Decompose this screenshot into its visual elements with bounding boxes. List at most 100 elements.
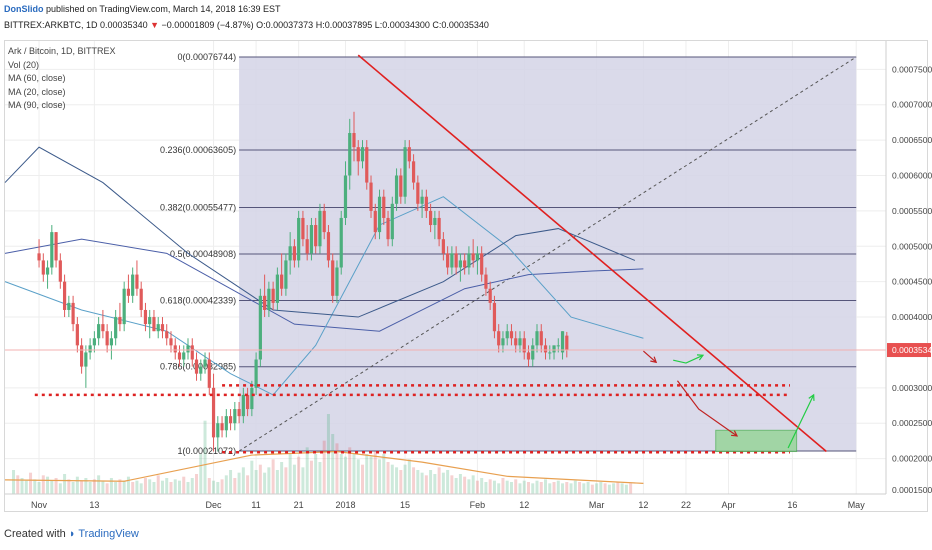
candle-body <box>275 274 279 303</box>
volume-bar <box>275 470 279 494</box>
volume-bar <box>544 479 548 494</box>
candle-body <box>420 196 424 204</box>
volume-bar <box>160 480 164 494</box>
candle-body <box>509 331 514 339</box>
volume-bar <box>224 475 228 494</box>
volume-bar <box>173 479 177 494</box>
volume-bar <box>612 483 616 494</box>
projection-arrow-red <box>676 380 738 437</box>
candle-body <box>318 210 322 247</box>
candle-body <box>467 253 471 268</box>
volume-bar <box>97 475 101 494</box>
last-price-badge-label: 0.00035340 <box>892 345 932 355</box>
candle-body <box>292 246 297 261</box>
chart-frame[interactable] <box>4 40 928 512</box>
candle-body <box>480 253 484 275</box>
candle-body <box>173 345 177 353</box>
volume-bar <box>365 454 369 494</box>
fib-level-label: 0.618(0.00042339) <box>160 295 236 305</box>
volume-bar <box>441 472 445 494</box>
candle-body <box>518 338 522 346</box>
volume-bar <box>548 483 552 494</box>
down-arrow-icon: ▼ <box>150 20 160 30</box>
time-tick-label: 12 <box>638 500 648 510</box>
volume-bar <box>569 483 573 494</box>
volume-bar <box>288 454 292 494</box>
candle-body <box>471 253 475 261</box>
candle-body <box>254 359 258 388</box>
volume-bar <box>186 482 190 494</box>
candle-body <box>250 387 254 410</box>
volume-bar <box>41 475 45 494</box>
time-axis: Nov 13 Dec 11 21 2018 15 Feb 12 Mar 12 22 Apr 16 May <box>5 493 886 510</box>
volume-bar <box>382 454 386 494</box>
candle-body <box>505 331 509 339</box>
projection-arrow-red-head <box>650 356 658 364</box>
volume-bar <box>552 482 556 494</box>
time-tick-label: Feb <box>470 500 486 510</box>
volume-bar <box>37 482 41 494</box>
projection-arrow-green <box>787 394 815 449</box>
candle-body <box>58 260 62 282</box>
volume-bar <box>301 467 305 494</box>
volume-bar <box>420 472 424 494</box>
projection-arrow-green-head <box>808 393 815 401</box>
candle-body <box>441 239 445 254</box>
volume-bar <box>20 478 24 494</box>
candle-body <box>241 394 245 417</box>
volume-bar <box>356 459 360 494</box>
volume-bar <box>497 483 501 494</box>
projection-arrow-red-head <box>731 430 739 437</box>
volume-bar <box>326 414 330 494</box>
volume-bar <box>471 475 475 494</box>
high-value: H:0.00037895 <box>315 20 373 30</box>
volume-bar <box>207 478 211 494</box>
volume-bar <box>424 475 428 494</box>
legend-item-ma20[interactable]: MA (20, close) <box>8 86 66 97</box>
volume-bar <box>229 470 233 494</box>
volume-bar <box>220 479 224 494</box>
volume-bar <box>156 475 160 494</box>
volume-bar <box>399 470 403 494</box>
volume-bar <box>88 482 92 494</box>
tradingview-brand[interactable]: TradingView <box>78 528 139 540</box>
volume-bar <box>114 482 118 494</box>
legend-item-volume[interactable]: Vol (20) <box>8 59 40 70</box>
volume-bar <box>75 476 79 494</box>
symbol-line: BITTREX:ARKBTC, 1D 0.00035340 ▼ −0.00001… <box>4 20 489 30</box>
trendline <box>357 54 827 453</box>
volume-bar <box>212 480 216 494</box>
candle-body <box>152 317 156 332</box>
candle-body <box>463 260 467 268</box>
candle-body <box>556 345 560 347</box>
volume-bar <box>624 484 628 494</box>
legend-item-ma90[interactable]: MA (90, close) <box>8 100 66 110</box>
volume-bar <box>343 456 347 494</box>
volume-bar <box>241 467 245 494</box>
legend-title: Ark / Bitcoin, 1D, BITTREX <box>8 46 116 56</box>
legend-item-ma60[interactable]: MA (60, close) <box>8 73 66 83</box>
volume-bar <box>348 447 352 494</box>
author-name[interactable]: DonSlido <box>4 4 44 14</box>
volume-bar <box>63 474 67 494</box>
publish-header: DonSlido published on TradingView.com, M… <box>4 4 281 14</box>
time-tick-label: 22 <box>681 500 691 510</box>
candle-body <box>305 239 309 254</box>
volume-bar <box>292 464 296 494</box>
volume-bar <box>246 475 250 494</box>
candle-body <box>118 317 122 325</box>
volume-bar <box>126 476 130 494</box>
candle-body <box>80 345 84 367</box>
candle-body <box>220 423 224 431</box>
candle-body <box>297 217 301 261</box>
volume-bar <box>582 483 586 494</box>
candle-body <box>177 352 182 360</box>
close-value: C:0.00035340 <box>432 20 489 30</box>
candle-body <box>411 161 416 183</box>
volume-bar <box>467 479 471 494</box>
candle-body <box>37 253 41 261</box>
